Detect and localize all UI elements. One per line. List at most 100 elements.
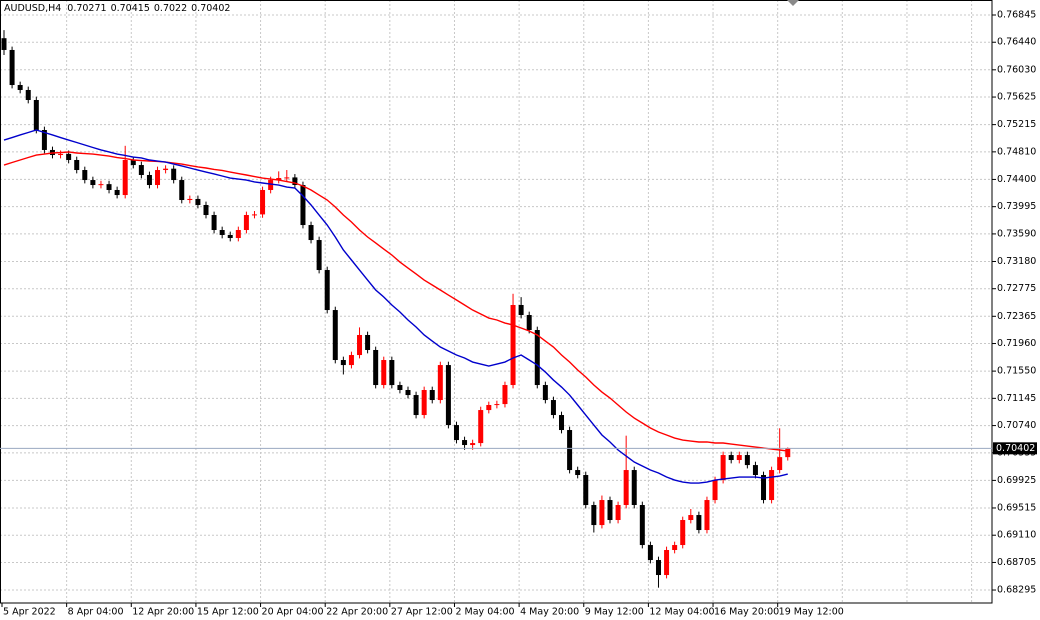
candle-body xyxy=(655,560,661,576)
candle-body xyxy=(9,49,15,86)
candle-body xyxy=(389,360,395,386)
candle-body xyxy=(251,214,257,216)
y-tick-label: 0.73995 xyxy=(997,201,1036,212)
y-tick-label: 0.70740 xyxy=(997,420,1036,431)
candle-body xyxy=(470,443,476,446)
y-tick-label: 0.73590 xyxy=(997,228,1036,239)
candle-body xyxy=(163,168,169,171)
candle-body xyxy=(195,198,201,205)
candle-body xyxy=(219,230,225,235)
candle-body xyxy=(203,204,209,216)
y-tick-label: 0.69110 xyxy=(997,530,1036,541)
x-tick-label: 20 Apr 04:00 xyxy=(262,607,324,618)
candle-body xyxy=(243,215,249,231)
x-tick-label: 22 Apr 20:00 xyxy=(326,607,388,618)
y-tick-label: 0.76845 xyxy=(997,9,1036,20)
candle-body xyxy=(122,159,128,196)
candle-body xyxy=(324,270,330,311)
candle-body xyxy=(1,38,7,50)
candle-body xyxy=(17,85,23,90)
candle-body xyxy=(300,185,306,226)
y-tick-label: 0.74810 xyxy=(997,146,1036,157)
y-tick-label: 0.68705 xyxy=(997,557,1036,568)
price-label-box xyxy=(993,442,1037,455)
candle-body xyxy=(260,189,266,215)
candle-body xyxy=(712,480,718,501)
candle-body xyxy=(664,550,670,576)
candle-body xyxy=(381,360,387,386)
y-tick-label: 0.75625 xyxy=(997,92,1036,103)
candle-body xyxy=(227,234,233,239)
candle-body xyxy=(769,470,775,501)
candle-body xyxy=(599,500,605,526)
candle-body xyxy=(567,430,573,471)
candle-body xyxy=(672,545,678,551)
candle-body xyxy=(421,390,427,416)
candle-body xyxy=(211,215,217,231)
y-tick-label: 0.72365 xyxy=(997,311,1036,322)
candle-body xyxy=(462,440,468,446)
candle-body xyxy=(607,500,613,521)
x-tick-label: 9 May 12:00 xyxy=(585,607,644,618)
x-tick-label: 4 May 20:00 xyxy=(520,607,579,618)
candle-body xyxy=(720,455,726,481)
y-tick-label: 0.69515 xyxy=(997,502,1036,513)
candle-body xyxy=(777,457,783,471)
candle-body xyxy=(639,505,645,546)
candle-body xyxy=(146,174,152,186)
y-tick-label: 0.69925 xyxy=(997,475,1036,486)
candle-body xyxy=(106,184,112,190)
candle-body xyxy=(33,100,39,131)
x-tick-label: 19 May 12:00 xyxy=(779,607,844,618)
candle-body xyxy=(155,170,161,186)
candle-body xyxy=(785,448,791,458)
candle-body xyxy=(510,304,516,386)
x-tick-label: 12 May 04:00 xyxy=(649,607,714,618)
candle-body xyxy=(332,310,338,361)
y-tick-label: 0.72775 xyxy=(997,283,1036,294)
candle-body xyxy=(25,89,31,101)
candle-body xyxy=(761,475,767,501)
candle-body xyxy=(478,410,484,444)
candle-body xyxy=(688,515,694,521)
candle-body xyxy=(58,153,64,156)
x-tick-label: 15 Apr 12:00 xyxy=(197,607,259,618)
candle-body xyxy=(429,390,435,401)
y-tick-label: 0.74400 xyxy=(997,174,1036,185)
candle-body xyxy=(518,304,524,316)
candle-body xyxy=(445,365,451,426)
shift-marker xyxy=(787,0,799,6)
candle-body xyxy=(308,225,314,241)
y-tick-label: 0.73180 xyxy=(997,256,1036,267)
x-tick-label: 16 May 20:00 xyxy=(714,607,779,618)
candle-body xyxy=(413,395,419,416)
candle-body xyxy=(138,165,144,175)
candle-body xyxy=(365,334,371,350)
x-tick-label: 8 Apr 04:00 xyxy=(68,607,124,618)
candle-body xyxy=(704,500,710,531)
candle-body xyxy=(550,400,556,416)
candle-body xyxy=(114,189,120,196)
y-tick-label: 0.71145 xyxy=(997,393,1036,404)
candle-body xyxy=(542,385,548,401)
x-tick-label: 27 Apr 12:00 xyxy=(391,607,453,618)
grid xyxy=(0,0,992,603)
candle-body xyxy=(486,405,492,411)
chart-title: AUDUSD,H4 0.70271 0.70415 0.7022 0.70402 xyxy=(4,3,230,14)
candle-body xyxy=(98,184,104,186)
candle-body xyxy=(340,360,346,366)
candle-body xyxy=(171,168,177,181)
candle-body xyxy=(559,415,565,431)
candle-body xyxy=(752,465,758,476)
candle-body xyxy=(696,515,702,531)
y-tick-label: 0.75215 xyxy=(997,119,1036,130)
plot xyxy=(1,30,791,588)
candle-body xyxy=(276,178,282,181)
candle-body xyxy=(437,365,443,401)
candle-body xyxy=(615,505,621,521)
candle-body xyxy=(348,355,354,366)
candle-body xyxy=(373,349,379,386)
candle-body xyxy=(631,470,637,506)
candle-body xyxy=(736,455,742,461)
